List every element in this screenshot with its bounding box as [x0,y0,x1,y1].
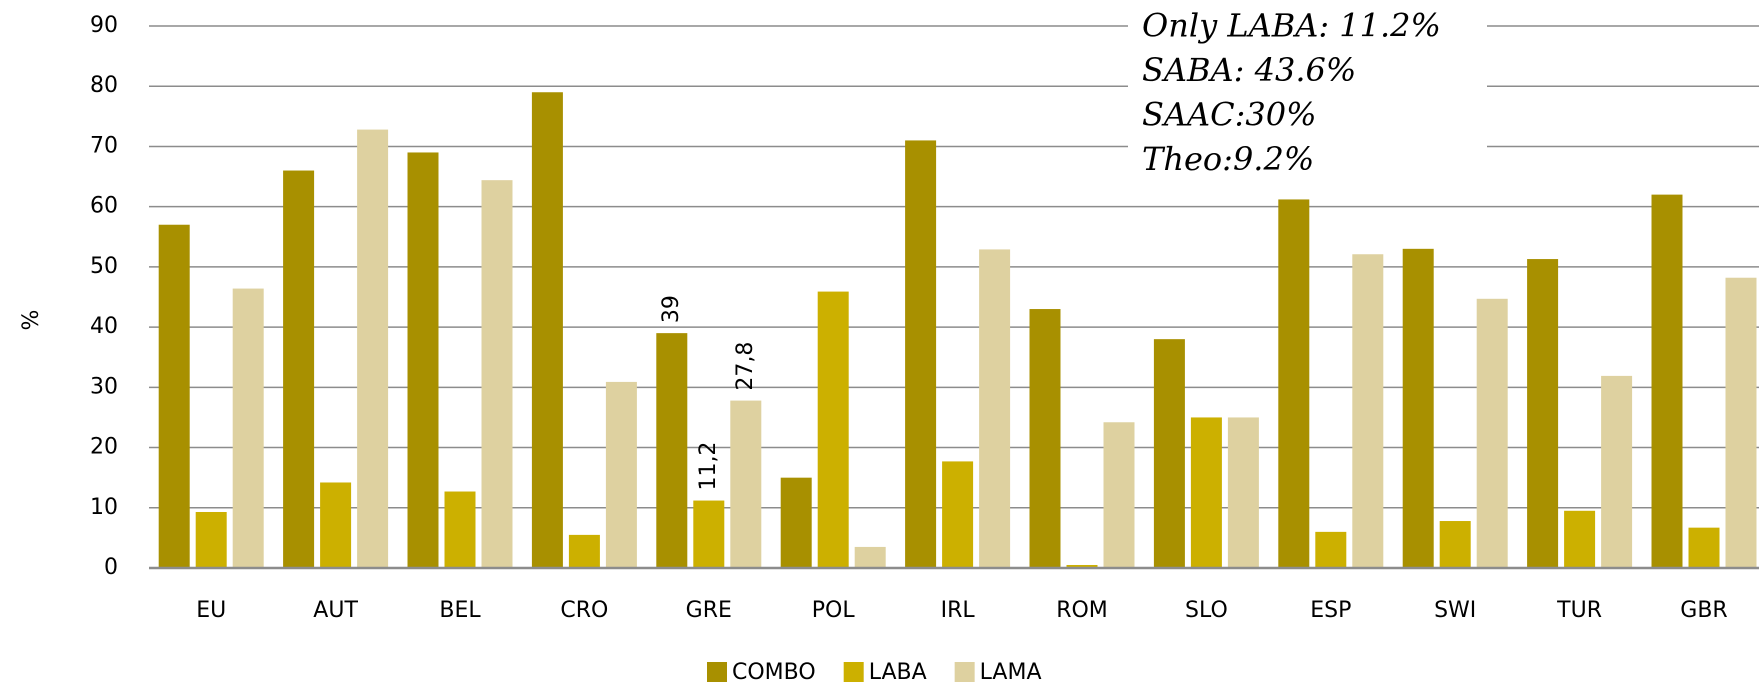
x-tick-label: POL [812,598,856,623]
x-tick-label: ESP [1310,598,1351,623]
bar [1029,309,1061,568]
legend-label: LAMA [980,660,1042,685]
annotation: Theo:9.2% [1142,140,1314,178]
y-tick-label: 90 [90,13,118,38]
bar [481,180,513,568]
value-label: 11,2 [696,442,721,491]
bar [407,152,439,568]
y-tick-label: 0 [104,555,118,580]
x-tick-label: EU [196,598,226,623]
bar [1725,277,1757,568]
y-tick-label: 70 [90,133,118,158]
bar [693,500,725,568]
bar [1352,254,1384,568]
bar [1315,531,1347,568]
bar [1103,422,1135,568]
x-tick-label: GBR [1680,598,1727,623]
x-tick-label: CRO [560,598,608,623]
bar [232,288,264,568]
y-axis-label: % [19,310,44,331]
legend-swatch [843,662,864,682]
value-label: 27,8 [733,342,758,391]
legend-label: LABA [869,660,927,685]
y-tick-label: 60 [90,194,118,219]
y-tick-label: 20 [90,435,118,460]
bar [568,534,600,568]
bar [1402,248,1434,569]
bar [531,92,563,568]
bar [605,381,637,568]
bar [730,400,762,568]
y-tick-label: 30 [90,374,118,399]
bar [1688,527,1720,568]
y-tick-label: 40 [90,314,118,339]
bar [1476,298,1508,568]
bar [283,170,315,569]
x-tick-label: GRE [686,598,732,623]
annotation: Only LABA: 11.2% [1142,7,1441,45]
x-tick-label: SLO [1185,598,1228,623]
annotation: SABA: 43.6% [1142,51,1356,89]
y-tick-label: 10 [90,495,118,520]
x-tick-label: IRL [941,598,976,623]
value-label: 39 [659,295,684,323]
legend-swatch [707,662,727,682]
bar [1227,417,1259,568]
x-tick-label: AUT [313,598,358,623]
bar [1651,194,1683,568]
bar [817,291,849,568]
bar [1278,199,1310,568]
x-tick-label: ROM [1056,598,1108,623]
bar [1601,375,1633,568]
x-tick-label: TUR [1556,598,1602,623]
bar [979,249,1011,568]
bar [320,482,352,568]
y-tick-label: 80 [90,73,118,98]
bar [1066,564,1098,568]
bar [656,333,688,568]
bar [1190,417,1222,568]
bar [854,546,886,568]
bar [905,140,937,568]
bar [942,461,974,568]
bar [1439,521,1471,568]
x-tick-label: SWI [1434,598,1476,623]
bar [1564,510,1596,568]
bar [195,511,227,568]
x-tick-label: BEL [439,598,481,623]
annotation-box [1128,0,1487,168]
bar [1527,259,1559,568]
bar [357,129,389,569]
annotation: SAAC:30% [1142,96,1317,134]
y-tick-label: 50 [90,254,118,279]
bar [780,477,812,568]
legend-label: COMBO [732,660,816,685]
bar [158,224,190,568]
bar [444,491,476,568]
bar [1153,339,1185,568]
legend-swatch [954,662,975,682]
